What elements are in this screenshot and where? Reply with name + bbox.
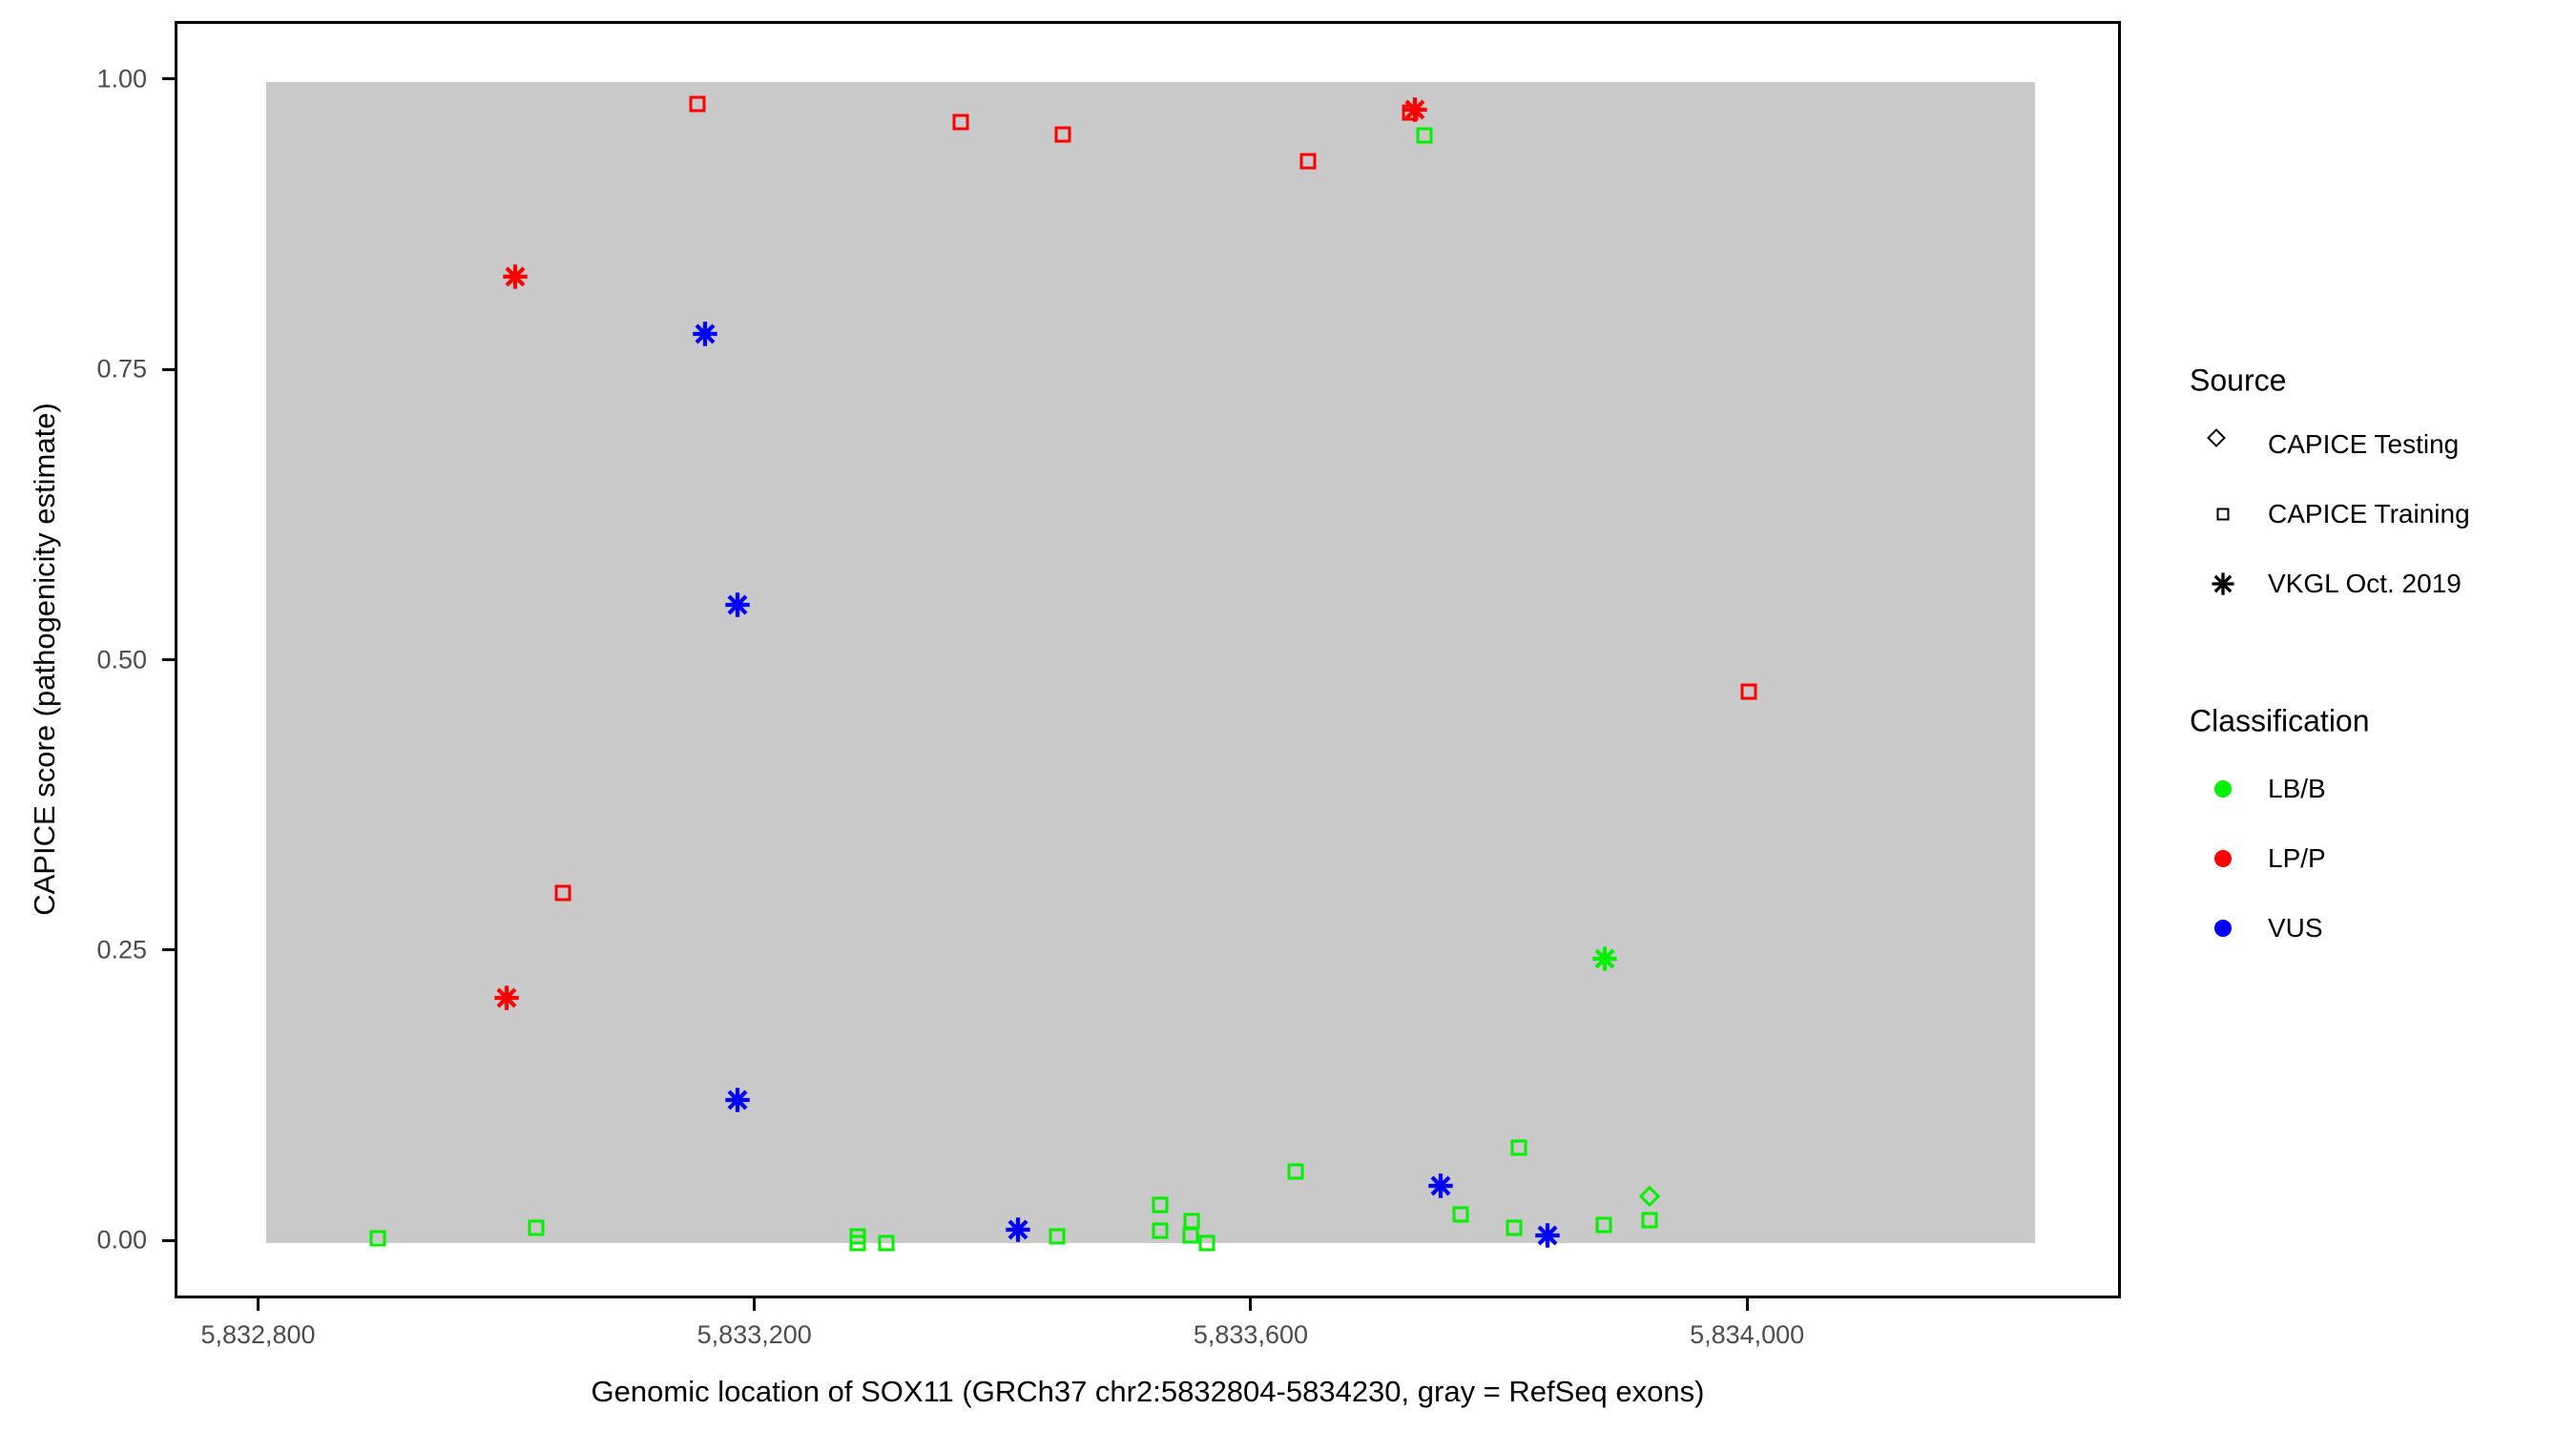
data-point-square-lbb (1506, 1219, 1523, 1236)
data-point-square-lpp (689, 95, 706, 113)
data-point-asterisk-vus (1428, 1173, 1454, 1199)
x-axis-title: Genomic location of SOX11 (GRCh37 chr2:5… (591, 1375, 1705, 1408)
legend-item-capice-testing: CAPICE Testing (2268, 429, 2460, 459)
x-tick-label: 5,834,000 (1690, 1320, 1805, 1349)
lbb-dot-icon (2214, 780, 2232, 798)
data-point-square-lpp (1740, 683, 1757, 700)
x-tick-label: 5,833,600 (1193, 1320, 1308, 1349)
data-point-square-lbb (1152, 1222, 1169, 1239)
y-tick-mark (162, 658, 175, 661)
data-point-square-lbb (1510, 1139, 1527, 1156)
vus-dot-icon (2214, 920, 2232, 937)
data-point-square-lbb (1182, 1227, 1199, 1244)
data-point-asterisk-vus (724, 591, 750, 617)
data-point-square-lbb (1049, 1228, 1066, 1245)
x-tick-mark (1249, 1298, 1253, 1311)
data-point-square-lbb (878, 1234, 895, 1252)
y-tick-label: 0.50 (96, 645, 147, 674)
data-point-asterisk-lpp (1402, 97, 1428, 123)
data-point-square-lpp (554, 884, 571, 902)
data-point-square-lbb (849, 1234, 866, 1252)
data-point-asterisk-vus (724, 1088, 750, 1113)
data-point-square-lbb (528, 1219, 545, 1236)
diamond-legend-icon (2207, 428, 2230, 451)
data-point-asterisk-lpp (503, 264, 529, 290)
data-point-square-lpp (1299, 153, 1317, 170)
legend-item-lbb: LB/B (2268, 774, 2326, 803)
y-tick-label: 1.00 (96, 64, 147, 93)
data-point-square-lbb (1452, 1206, 1469, 1223)
data-point-square-lbb (1287, 1163, 1304, 1180)
data-point-square-lpp (952, 114, 969, 131)
data-point-asterisk-lbb (1591, 945, 1617, 971)
data-point-square-lpp (1054, 126, 1071, 143)
data-point-square-lbb (1595, 1216, 1612, 1234)
data-point-square-lbb (1198, 1234, 1215, 1252)
plot-panel (175, 21, 2121, 1298)
legend-classification-title: Classification (2190, 703, 2370, 738)
x-tick-label: 5,832,800 (200, 1320, 316, 1349)
data-point-asterisk-vus (1535, 1222, 1561, 1248)
data-point-asterisk-vus (693, 321, 718, 347)
x-tick-mark (753, 1298, 757, 1311)
x-tick-label: 5,833,200 (696, 1320, 812, 1349)
y-tick-mark (162, 948, 175, 952)
legend-source-title: Source (2190, 363, 2287, 398)
y-tick-label: 0.00 (96, 1225, 147, 1255)
asterisk-legend-icon (2212, 572, 2235, 596)
legend-item-vus: VUS (2268, 913, 2323, 943)
y-tick-mark (162, 1238, 175, 1242)
data-point-square-lbb (1416, 127, 1433, 144)
y-tick-label: 0.25 (96, 935, 147, 964)
refseq-exon-region (265, 81, 2036, 1244)
data-point-square-lbb (1641, 1212, 1658, 1229)
y-tick-mark (162, 77, 175, 81)
y-tick-mark (162, 367, 175, 371)
lpp-dot-icon (2214, 850, 2232, 867)
y-tick-label: 0.75 (96, 354, 147, 384)
data-point-asterisk-lpp (494, 985, 520, 1011)
data-point-asterisk-vus (1005, 1216, 1030, 1242)
x-tick-mark (1745, 1298, 1749, 1311)
legend-item-vkgl: VKGL Oct. 2019 (2268, 569, 2462, 598)
data-point-square-lbb (369, 1230, 386, 1247)
x-tick-mark (257, 1298, 260, 1311)
legend-item-lpp: LP/P (2268, 843, 2326, 873)
square-legend-icon (2216, 508, 2230, 521)
data-point-square-lbb (1152, 1196, 1169, 1213)
legend-item-capice-training: CAPICE Training (2268, 499, 2470, 529)
